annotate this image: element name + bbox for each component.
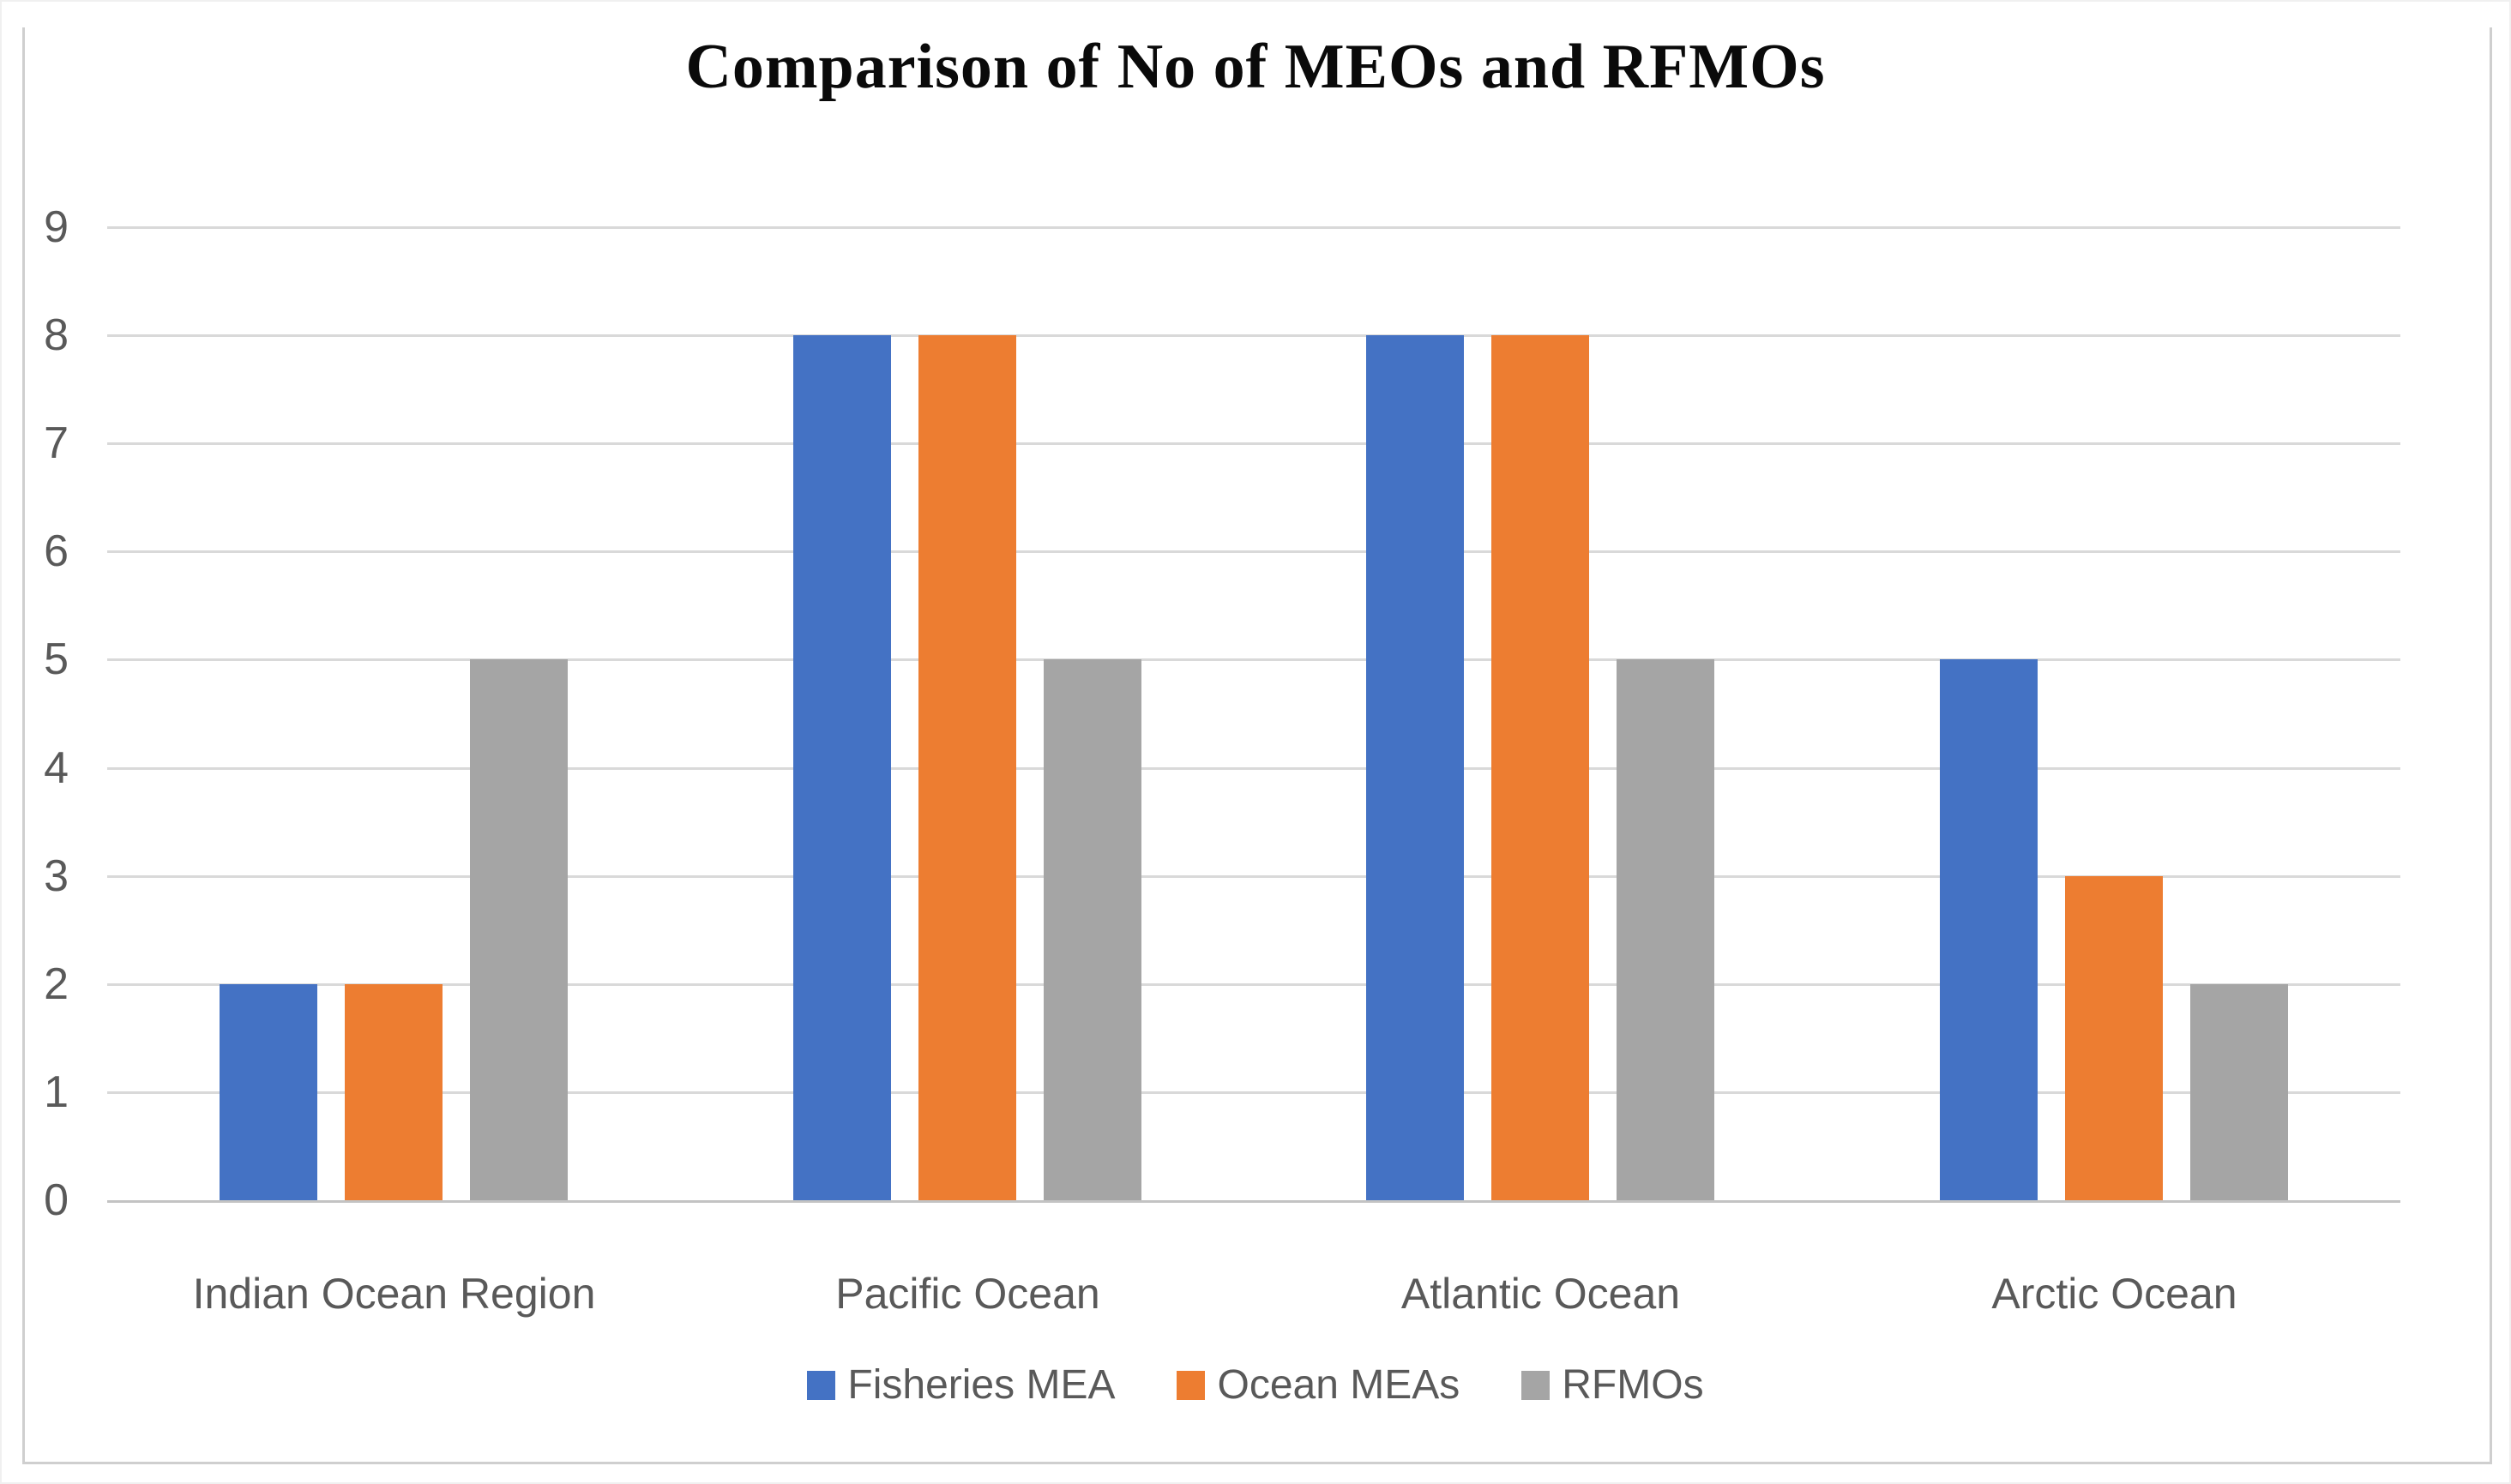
bar-rfmos-indian-ocean-region [470,659,568,1200]
y-tick-label: 4 [44,743,69,793]
y-tick-label: 6 [44,526,69,576]
bar-ocean-meas-indian-ocean-region [345,984,443,1200]
bar-fisheries-mea-pacific-ocean [793,335,891,1200]
y-tick-label: 2 [44,959,69,1009]
gridline [107,550,2400,553]
y-tick-label: 0 [44,1175,69,1225]
legend: Fisheries MEA Ocean MEAs RFMOs [2,1361,2509,1409]
gridline [107,226,2400,229]
y-tick-label: 7 [44,418,69,468]
gridline [107,983,2400,986]
y-tick-label: 8 [44,310,69,360]
bar-rfmos-pacific-ocean [1044,659,1141,1200]
legend-label: Fisheries MEA [847,1362,1116,1408]
gridline [107,1091,2400,1094]
legend-item-rfmos: RFMOs [1521,1361,1704,1409]
gridline [107,658,2400,661]
chart-frame-border [22,27,2492,1464]
bar-fisheries-mea-atlantic-ocean [1366,335,1464,1200]
bar-fisheries-mea-indian-ocean-region [220,984,317,1200]
bar-ocean-meas-arctic-ocean [2065,876,2163,1200]
y-tick-label: 5 [44,634,69,684]
legend-swatch-ocean-meas [1177,1370,1206,1400]
legend-label: RFMOs [1562,1362,1704,1408]
category-label-arctic-ocean: Arctic Ocean [1991,1270,2237,1318]
bar-rfmos-atlantic-ocean [1617,659,1714,1200]
legend-item-ocean-meas: Ocean MEAs [1177,1361,1460,1409]
legend-swatch-fisheries-mea [807,1370,836,1400]
category-label-atlantic-ocean: Atlantic Ocean [1400,1270,1681,1318]
legend-swatch-rfmos [1521,1370,1551,1400]
category-label-pacific-ocean: Pacific Ocean [835,1270,1100,1318]
y-tick-label: 3 [44,851,69,901]
gridline [107,334,2400,337]
bar-fisheries-mea-arctic-ocean [1940,659,2038,1200]
legend-item-fisheries-mea: Fisheries MEA [807,1361,1115,1409]
bar-rfmos-arctic-ocean [2190,984,2288,1200]
plot-area [107,226,2400,1203]
chart-title: Comparison of No of MEOs and RFMOs [685,32,1826,102]
category-label-indian-ocean-region: Indian Ocean Region [192,1270,596,1318]
y-tick-label: 1 [44,1067,69,1117]
bar-ocean-meas-pacific-ocean [918,335,1016,1200]
gridline [107,442,2400,445]
bar-ocean-meas-atlantic-ocean [1491,335,1589,1200]
gridline [107,875,2400,878]
gridline [107,767,2400,770]
legend-label: Ocean MEAs [1217,1362,1460,1408]
y-tick-label: 9 [44,202,69,252]
